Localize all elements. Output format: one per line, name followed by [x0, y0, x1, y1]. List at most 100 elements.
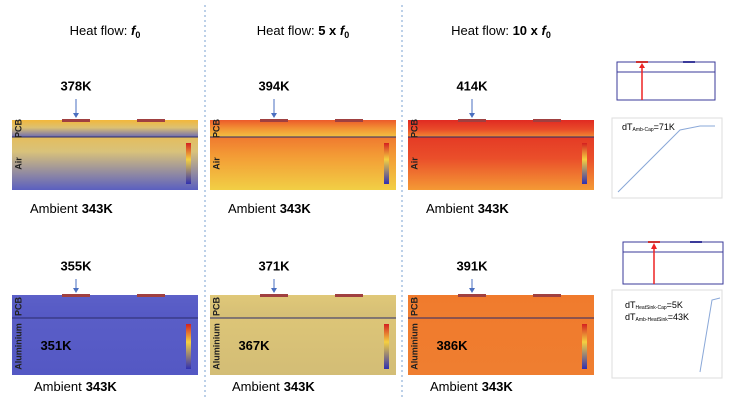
ambient-value: 343K — [478, 201, 510, 216]
arrow-head — [469, 288, 475, 293]
header-prefix: Heat flow: — [451, 23, 512, 38]
pcb-layer — [408, 295, 594, 318]
plot-top — [611, 117, 723, 199]
peak-temperature: 394K — [258, 78, 290, 93]
ambient-label: Ambient 343K — [430, 379, 513, 394]
component — [260, 294, 288, 297]
component — [458, 119, 486, 122]
header-prefix: Heat flow: — [70, 23, 131, 38]
peak-temperature: 371K — [258, 258, 290, 273]
header-subscript: 0 — [546, 30, 551, 40]
layer-label: PCB — [409, 119, 419, 139]
arrow-head — [469, 113, 475, 118]
header-factor: 5 x — [318, 23, 340, 38]
ambient-text: Ambient — [34, 379, 82, 394]
arrow-head — [73, 113, 79, 118]
color-bar — [384, 324, 389, 369]
color-bar — [384, 143, 389, 184]
ambient-text: Ambient — [232, 379, 280, 394]
dt-subscript: Amb-Cap — [633, 127, 654, 133]
header-subscript: 0 — [135, 30, 140, 40]
color-bar — [582, 143, 587, 184]
interior-temperature: 386K — [436, 338, 468, 353]
pcb-layer — [210, 120, 396, 137]
ambient-label: Ambient 343K — [34, 379, 117, 394]
component — [533, 294, 561, 297]
layer-label: PCB — [13, 119, 23, 139]
arrow-head — [271, 113, 277, 118]
schematic-top — [616, 61, 716, 101]
component — [62, 119, 90, 122]
ambient-label: Ambient 343K — [30, 201, 113, 216]
ambient-text: Ambient — [30, 201, 78, 216]
peak-temperature: 355K — [60, 258, 92, 273]
dt-label: dTHeatSink-Cap=5K — [625, 300, 683, 311]
component — [335, 294, 363, 297]
component — [137, 294, 165, 297]
ambient-value: 343K — [82, 201, 114, 216]
peak-temperature: 391K — [456, 258, 488, 273]
layer-label: PCB — [13, 297, 23, 317]
layer-label: PCB — [211, 297, 221, 317]
ambient-value: 343K — [86, 379, 118, 394]
dt-value: =43K — [668, 312, 689, 322]
component — [62, 294, 90, 297]
interior-temperature: 351K — [40, 338, 72, 353]
schematic-bottom — [622, 241, 724, 285]
pcb-layer — [12, 295, 198, 318]
dt-value: =5K — [667, 300, 683, 310]
arrow-head — [73, 288, 79, 293]
pcb-layer — [12, 120, 198, 137]
dt-value: =71K — [654, 122, 675, 132]
header-symbol: f — [131, 23, 137, 38]
column-header: Heat flow: f0 — [70, 23, 141, 40]
layer-label: Air — [409, 157, 419, 170]
dt-label: dTAmb-Cap=71K — [622, 122, 675, 133]
ambient-value: 343K — [284, 379, 316, 394]
ambient-label: Ambient 343K — [232, 379, 315, 394]
peak-temperature: 414K — [456, 78, 488, 93]
pcb-layer — [408, 120, 594, 137]
peak-temperature: 378K — [60, 78, 92, 93]
header-prefix: Heat flow: — [257, 23, 318, 38]
dt-symbol: dT — [625, 300, 636, 310]
header-symbol: f — [340, 23, 346, 38]
color-bar — [186, 143, 191, 184]
layer-label: PCB — [409, 297, 419, 317]
ambient-label: Ambient 343K — [228, 201, 311, 216]
layer-label: Aluminium — [13, 323, 23, 370]
layer-label: Air — [13, 157, 23, 170]
ambient-value: 343K — [482, 379, 514, 394]
header-factor: 10 x — [513, 23, 542, 38]
dt-label: dTAmb-HeatSink=43K — [625, 312, 689, 323]
ambient-text: Ambient — [426, 201, 474, 216]
color-bar — [582, 324, 587, 369]
ambient-text: Ambient — [430, 379, 478, 394]
component — [458, 294, 486, 297]
ambient-text: Ambient — [228, 201, 276, 216]
color-bar — [186, 324, 191, 369]
header-subscript: 0 — [344, 30, 349, 40]
layer-label: Air — [211, 157, 221, 170]
layer-label: Aluminium — [409, 323, 419, 370]
arrow-head — [271, 288, 277, 293]
dt-subscript: HeatSink-Cap — [636, 305, 667, 311]
dt-symbol: dT — [622, 122, 633, 132]
dt-subscript: Amb-HeatSink — [636, 317, 669, 323]
column-header: Heat flow: 10 x f0 — [451, 23, 551, 40]
ambient-label: Ambient 343K — [426, 201, 509, 216]
layer-label: Aluminium — [211, 323, 221, 370]
plot-bottom — [611, 289, 723, 379]
pcb-layer — [210, 295, 396, 318]
component — [533, 119, 561, 122]
layer-label: PCB — [211, 119, 221, 139]
interior-temperature: 367K — [238, 338, 270, 353]
ambient-value: 343K — [280, 201, 312, 216]
header-symbol: f — [541, 23, 547, 38]
component — [137, 119, 165, 122]
dt-symbol: dT — [625, 312, 636, 322]
column-header: Heat flow: 5 x f0 — [257, 23, 349, 40]
component — [260, 119, 288, 122]
component — [335, 119, 363, 122]
